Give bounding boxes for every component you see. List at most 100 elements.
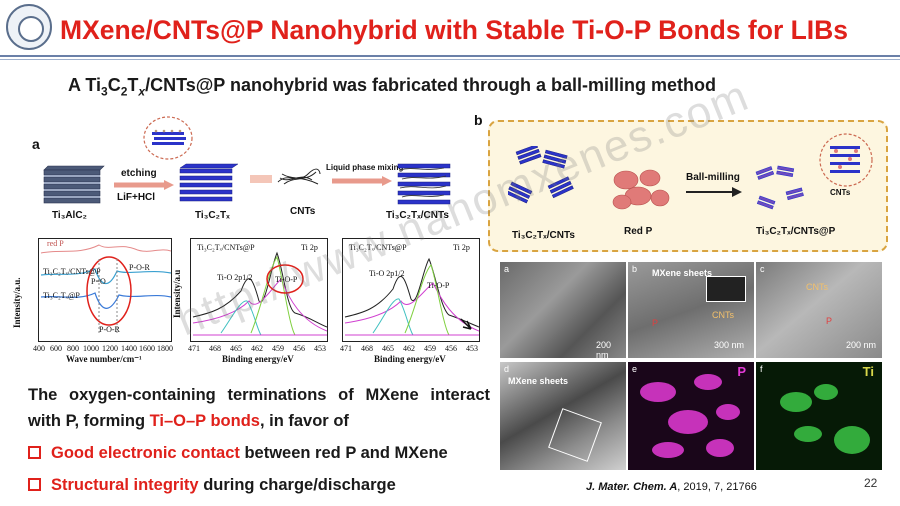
tem-b-scale: 300 nm [714,340,745,350]
body-text: The oxygen-containing terminations of MX… [28,386,490,430]
ti3c2tx-cnts-label: Ti₃C₂Tₓ/CNTs [386,210,449,221]
tem-image-b: b MXene sheets CNTs P 300 nm [628,262,754,358]
xps2-peak-tio: Ti-O 2p1/2 [369,269,405,278]
mxene-inset-icon [143,116,193,160]
tem-c-letter: c [760,264,765,274]
eds-p-element: P [737,364,746,379]
panel-a-letter: a [32,136,40,152]
page-number: 22 [864,476,878,490]
etching-label: etching [121,168,157,179]
ftir-xtick: 1200 [102,344,118,353]
liquid-phase-label: Liquid phase mixing [326,163,404,172]
title-divider-thin [0,59,900,60]
tem-c-scale: 200 nm [846,340,877,350]
ftir-xlabel: Wave number/cm⁻¹ [66,354,142,364]
liquid-phase-arrow-icon [332,176,392,186]
eds-map-p: e P [628,362,754,470]
ftir-xtick: 1800 [157,344,173,353]
xps1-xtick: 471 [188,344,200,353]
tem-image-d: d MXene sheets [500,362,626,470]
sem-image-a: a 200 nm [500,262,626,358]
xps2-title: Ti₃C₂Tₓ/CNTs@P [349,243,407,252]
title-divider [0,55,900,57]
ftir-curves [40,244,172,335]
ti3alc2-stack-graphic [43,165,105,204]
product-label: Ti₃C₂Tₓ/CNTs@P [756,226,836,237]
panel-b-mxene-cnts-label: Ti₃C₂Tₓ/CNTs [512,230,575,241]
citation: J. Mater. Chem. A, 2019, 7, 21766 [586,481,757,493]
xps1-title: Ti₃C₂Tₓ/CNTs@P [197,243,255,252]
eds-p-dots [640,374,740,458]
eds-map-ti: f Ti [756,362,882,470]
tem-c-cnts: CNTs [806,282,828,292]
eds-ti-dots [780,384,870,454]
checkbox-icon [28,478,41,491]
ball-milling-arrow-icon [686,187,742,197]
mxene-cnts-stack-graphic [397,163,451,205]
panel-b-cnts-label: CNTs [830,188,851,197]
ftir-annotation-por: P-O-R [129,263,150,272]
ftir-legend-mxene-p: Ti₃C₂Tₓ@P [43,291,80,300]
panel-b-letter: b [474,112,483,128]
etching-arrow-icon [114,180,174,190]
xps1-xtick: 459 [272,344,284,353]
xps1-xlabel: Binding energy/eV [222,354,294,364]
eds-ti-element: Ti [862,364,874,379]
xps2-xtick: 465 [382,344,394,353]
xps2-peak-tiop: Ti-O-P [427,281,450,290]
mxene-stack-graphic [179,163,239,202]
tem-b-inset [706,276,746,302]
ball-milling-label: Ball-milling [686,172,740,183]
slide-title: MXene/CNTs@P Nanohybrid with Stable Ti-O… [60,15,849,45]
tem-c-p: P [826,316,833,326]
ftir-xtick: 400 [33,344,45,353]
xps-plot-2: Ti₃C₂Tₓ/CNTs@P Ti 2p Ti-O 2p1/2 Ti-O-P [342,238,480,342]
ftir-xtick: 1400 [121,344,137,353]
xps2-xtick: 468 [361,344,373,353]
xps1-peak-tiop: Ti-O-P [275,275,298,284]
xps1-peak-tio: Ti-O 2p1/2 [217,273,253,282]
xps1-xtick: 465 [230,344,242,353]
blank-arrow-icon [250,175,272,183]
bullet-good-contact: Good electronic contact between red P an… [28,444,448,463]
xps2-xtick: 456 [445,344,457,353]
sem-a-letter: a [504,264,510,274]
eds-p-letter: e [632,364,638,374]
xps2-curves [344,257,480,336]
lif-hcl-label: LiF+HCl [117,192,156,203]
panel-b-schematic: Ti₃C₂Tₓ/CNTs Red P Ball-milling [488,120,888,252]
xps1-xtick: 453 [314,344,326,353]
xps1-xtick: 468 [209,344,221,353]
product-clusters-graphic [755,165,804,210]
xps2-xlabel: Binding energy/eV [374,354,446,364]
xps2-xtick: 462 [403,344,415,353]
slide-subtitle: A Ti3C2Tx/CNTs@P nanohybrid was fabricat… [68,75,717,99]
tem-b-letter: b [632,264,638,274]
ftir-xtick: 600 [50,344,62,353]
tem-b-cnts: CNTs [712,310,734,320]
red-p-label: Red P [624,226,653,237]
ftir-legend-redp: red P [47,239,64,248]
ftir-xtick: 1000 [83,344,99,353]
xps2-xtick: 471 [340,344,352,353]
red-p-particles-graphic [612,169,670,210]
university-logo-icon [6,4,52,50]
tem-d-letter: d [504,364,510,374]
ftir-annotation-po: P=O [91,277,106,286]
xps1-xtick: 462 [251,344,263,353]
bullet-structural-integrity: Structural integrity during charge/disch… [28,476,396,495]
ftir-xtick: 800 [67,344,79,353]
ti3c2tx-label: Ti₃C₂Tₓ [195,210,230,221]
sem-a-scale: 200 nm [596,340,612,358]
xps2-region: Ti 2p [453,243,470,252]
cnts-graphic [277,168,321,185]
ti3alc2-label: Ti₃AlC₂ [52,210,87,221]
xps2-xtick: 453 [466,344,478,353]
xps2-xtick: 459 [424,344,436,353]
tem-b-p: P [652,318,659,328]
xps1-xtick: 456 [293,344,305,353]
xps1-region: Ti 2p [301,243,318,252]
ftir-xtick: 1600 [139,344,155,353]
tem-d-caption: MXene sheets [508,376,569,386]
